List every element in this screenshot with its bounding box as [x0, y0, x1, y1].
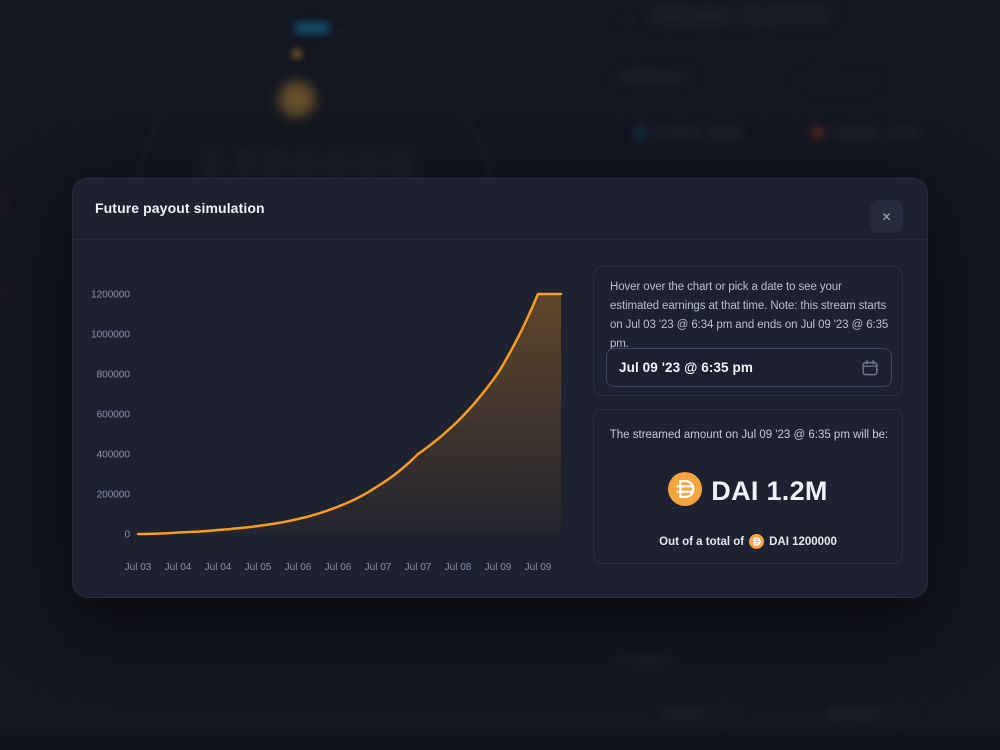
sender-dot-icon: [635, 126, 646, 138]
receiver-address-chip: 0x88Db...4c10: [795, 113, 941, 151]
svg-text:800000: 800000: [97, 370, 131, 381]
background-shape: [0, 282, 12, 302]
svg-text:200000: 200000: [97, 490, 131, 501]
streamed-amount-value: DAI 1.2M: [711, 476, 828, 506]
sender-address-chip: 0x7F9a...B58a: [618, 113, 764, 151]
date-picker-value: Jul 09 '23 @ 6:35 pm: [619, 360, 753, 375]
streamed-amount-box: The streamed amount on Jul 09 '23 @ 6:35…: [593, 409, 903, 564]
sender-action-button: Sender ↗: [662, 704, 735, 723]
svg-text:Jul 03: Jul 03: [125, 562, 152, 573]
svg-text:600000: 600000: [97, 410, 131, 421]
chart-line: [136, 292, 563, 536]
svg-text:400000: 400000: [97, 450, 131, 461]
streamed-amount-caption: The streamed amount on Jul 09 '23 @ 6:35…: [609, 429, 889, 441]
actions-heading: Actions: [618, 650, 674, 667]
payout-chart-container: 1200000 1000000 800000 600000 400000 200000 0 …: [76, 281, 576, 581]
dai-icon-small: [749, 534, 765, 549]
chart-area: [138, 294, 561, 534]
future-payout-modal: Future payout simulation ✕ 1200000 100000…: [72, 178, 928, 598]
payout-chart[interactable]: 120000010000008000006000004000002000000 …: [76, 281, 576, 581]
external-link-icon: ↗: [891, 704, 911, 723]
svg-text:0: 0: [124, 530, 130, 541]
simulation-info-text: Hover over the chart or pick a date to s…: [610, 281, 889, 350]
svg-text:Jul 04: Jul 04: [205, 562, 232, 573]
background-shape: [0, 190, 12, 218]
receiver-action-label: Receiver: [828, 706, 883, 721]
total-prefix: Out of a total of: [659, 535, 745, 548]
dai-token-icon: [279, 81, 315, 117]
stream-direction-icon: →: [772, 124, 785, 139]
total-suffix: DAI 1200000: [769, 535, 837, 548]
svg-text:Jul 07: Jul 07: [405, 562, 432, 573]
sender-action-label: Sender: [662, 706, 707, 721]
calendar-icon[interactable]: [861, 359, 879, 377]
token-dot: [291, 48, 303, 60]
svg-text:1000000: 1000000: [91, 330, 130, 341]
progress-badge: [294, 22, 330, 34]
export-csv-link: ⭳ Export (.csv): [800, 73, 875, 87]
streamed-amount-row: DAI 1.2M: [594, 472, 902, 511]
stream-page-title: Stream #LD-6-9: [652, 2, 829, 29]
svg-text:Jul 07: Jul 07: [365, 562, 392, 573]
modal-header: Future payout simulation ✕: [73, 179, 927, 240]
date-picker-input[interactable]: Jul 09 '23 @ 6:35 pm: [606, 348, 892, 387]
svg-text:Jul 04: Jul 04: [165, 562, 192, 573]
x-axis-ticks: Jul 03 Jul 04 Jul 04 Jul 05 Jul 06 Jul 06 Jul …: [125, 562, 552, 573]
attributes-heading: Attributes: [618, 68, 689, 85]
svg-text:Jul 06: Jul 06: [325, 562, 352, 573]
receiver-action-button: Receiver ↗: [828, 704, 911, 723]
svg-text:1200000: 1200000: [91, 290, 130, 301]
svg-text:Jul 06: Jul 06: [285, 562, 312, 573]
y-axis-ticks: 1200000 1000000 800000 600000 400000 200000 0: [91, 290, 130, 541]
simulation-info-box: Hover over the chart or pick a date to s…: [593, 266, 903, 396]
receiver-dot-icon: [812, 126, 823, 138]
total-amount-row: Out of a total of DAI 1200000: [594, 534, 902, 549]
sender-address-label: 0x7F9a...B58a: [656, 124, 743, 140]
modal-title: Future payout simulation: [95, 200, 265, 216]
close-icon: ✕: [881, 209, 892, 224]
background-bottom-strip: [0, 737, 1000, 750]
close-button[interactable]: ✕: [870, 200, 903, 233]
svg-text:Jul 09: Jul 09: [525, 562, 552, 573]
receiver-address-label: 0x88Db...4c10: [833, 124, 920, 140]
svg-text:Jul 08: Jul 08: [445, 562, 472, 573]
external-link-icon: ↗: [715, 704, 735, 723]
svg-text:Jul 09: Jul 09: [485, 562, 512, 573]
back-arrow-icon: ←: [618, 4, 640, 29]
dai-icon: [668, 472, 703, 511]
svg-text:Jul 05: Jul 05: [245, 562, 272, 573]
